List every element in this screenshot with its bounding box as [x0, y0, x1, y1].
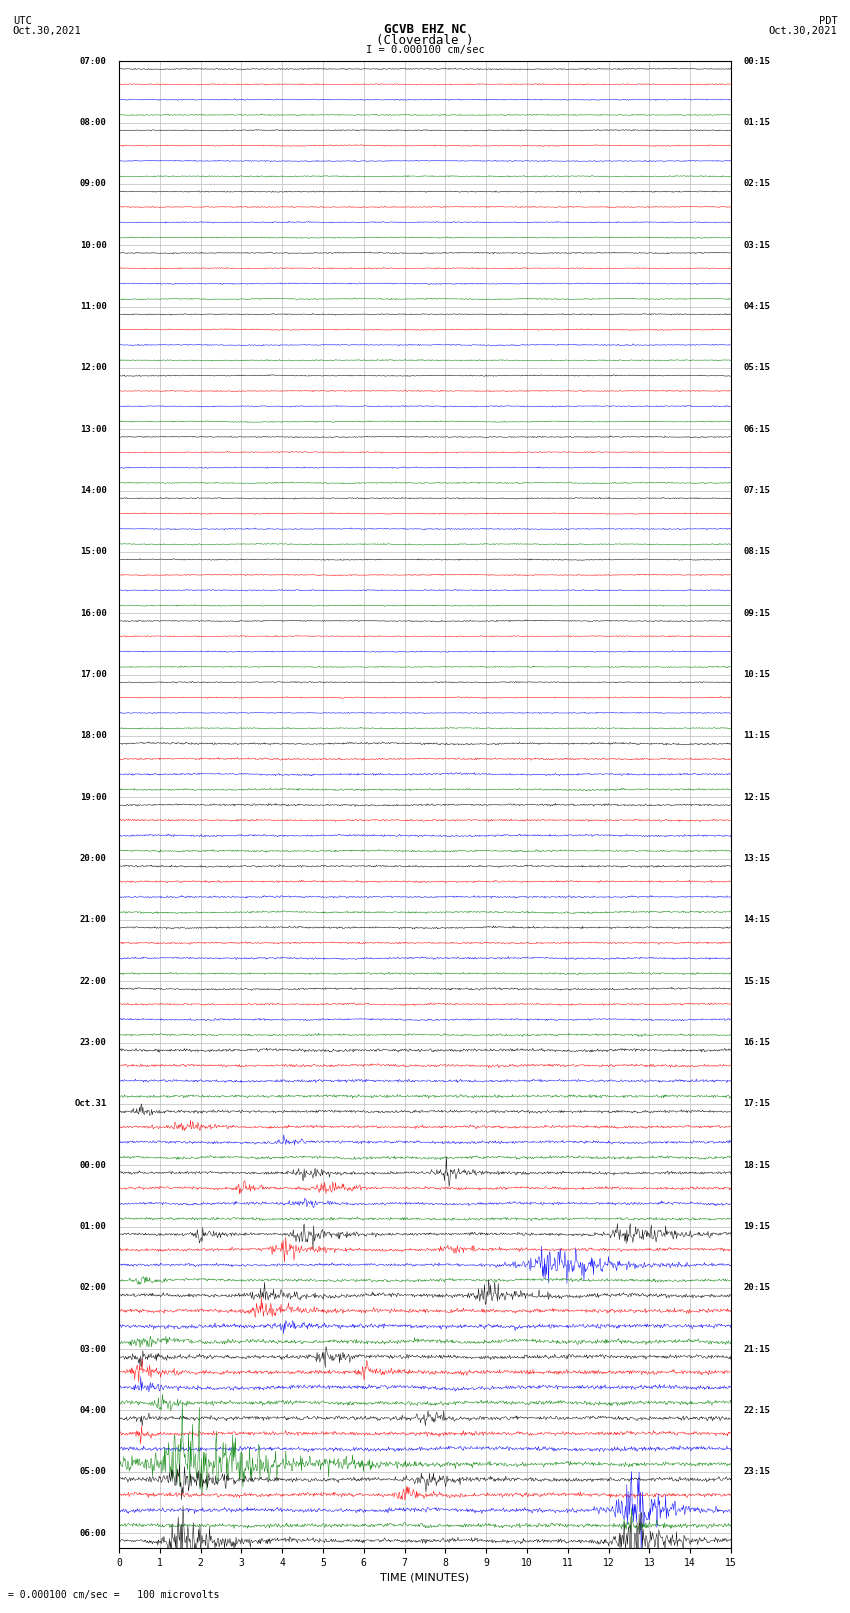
Text: = 0.000100 cm/sec =   100 microvolts: = 0.000100 cm/sec = 100 microvolts — [8, 1590, 220, 1600]
Text: 10:00: 10:00 — [80, 240, 107, 250]
Text: PDT: PDT — [819, 16, 837, 26]
Text: 05:15: 05:15 — [743, 363, 770, 373]
Text: I = 0.000100 cm/sec: I = 0.000100 cm/sec — [366, 45, 484, 55]
Text: 09:00: 09:00 — [80, 179, 107, 189]
Text: (Cloverdale ): (Cloverdale ) — [377, 34, 473, 47]
Text: 06:00: 06:00 — [80, 1529, 107, 1537]
Text: 06:15: 06:15 — [743, 424, 770, 434]
Text: 23:00: 23:00 — [80, 1039, 107, 1047]
Text: GCVB EHZ NC: GCVB EHZ NC — [383, 23, 467, 35]
Text: 03:00: 03:00 — [80, 1345, 107, 1353]
Text: 19:15: 19:15 — [743, 1223, 770, 1231]
Text: 00:00: 00:00 — [80, 1161, 107, 1169]
Text: 09:15: 09:15 — [743, 608, 770, 618]
Text: 16:00: 16:00 — [80, 608, 107, 618]
Text: 19:00: 19:00 — [80, 792, 107, 802]
Text: 12:15: 12:15 — [743, 792, 770, 802]
Text: UTC: UTC — [13, 16, 31, 26]
Text: 13:15: 13:15 — [743, 853, 770, 863]
Text: 07:15: 07:15 — [743, 486, 770, 495]
Text: 17:15: 17:15 — [743, 1100, 770, 1108]
Text: 15:15: 15:15 — [743, 977, 770, 986]
Text: Oct.30,2021: Oct.30,2021 — [768, 26, 837, 35]
Text: 10:15: 10:15 — [743, 669, 770, 679]
Text: 18:15: 18:15 — [743, 1161, 770, 1169]
Text: 02:00: 02:00 — [80, 1284, 107, 1292]
Text: 05:00: 05:00 — [80, 1468, 107, 1476]
Text: 11:00: 11:00 — [80, 302, 107, 311]
Text: 17:00: 17:00 — [80, 669, 107, 679]
Text: 04:15: 04:15 — [743, 302, 770, 311]
Text: 12:00: 12:00 — [80, 363, 107, 373]
Text: 11:15: 11:15 — [743, 731, 770, 740]
Text: 21:15: 21:15 — [743, 1345, 770, 1353]
Text: 03:15: 03:15 — [743, 240, 770, 250]
Text: 20:15: 20:15 — [743, 1284, 770, 1292]
Text: 07:00: 07:00 — [80, 56, 107, 66]
Text: Oct.30,2021: Oct.30,2021 — [13, 26, 82, 35]
Text: 01:15: 01:15 — [743, 118, 770, 127]
Text: 00:15: 00:15 — [743, 56, 770, 66]
Text: 18:00: 18:00 — [80, 731, 107, 740]
Text: 08:00: 08:00 — [80, 118, 107, 127]
Text: 15:00: 15:00 — [80, 547, 107, 556]
Text: 01:00: 01:00 — [80, 1223, 107, 1231]
Text: 22:00: 22:00 — [80, 977, 107, 986]
Text: 13:00: 13:00 — [80, 424, 107, 434]
Text: 14:00: 14:00 — [80, 486, 107, 495]
Text: 02:15: 02:15 — [743, 179, 770, 189]
Text: 16:15: 16:15 — [743, 1039, 770, 1047]
Text: 22:15: 22:15 — [743, 1407, 770, 1415]
Text: 14:15: 14:15 — [743, 915, 770, 924]
Text: 20:00: 20:00 — [80, 853, 107, 863]
Text: 21:00: 21:00 — [80, 915, 107, 924]
Text: Oct.31: Oct.31 — [75, 1100, 107, 1108]
Text: 04:00: 04:00 — [80, 1407, 107, 1415]
Text: 08:15: 08:15 — [743, 547, 770, 556]
Text: 23:15: 23:15 — [743, 1468, 770, 1476]
X-axis label: TIME (MINUTES): TIME (MINUTES) — [381, 1573, 469, 1582]
